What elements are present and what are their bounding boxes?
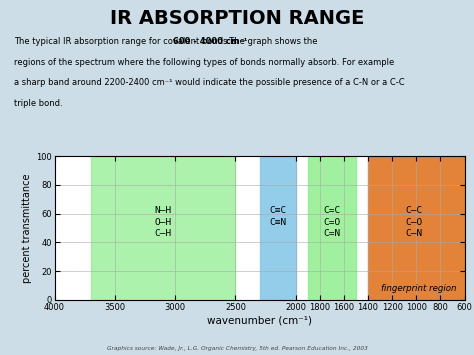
Text: C—C: C—C xyxy=(405,206,422,215)
Bar xyxy=(259,156,296,300)
Text: C≡C: C≡C xyxy=(269,206,286,215)
Text: triple bond.: triple bond. xyxy=(14,99,63,108)
Text: N—H: N—H xyxy=(155,206,172,215)
X-axis label: wavenumber (cm⁻¹): wavenumber (cm⁻¹) xyxy=(207,316,312,326)
Text: C≡N: C≡N xyxy=(269,218,286,227)
Text: C=N: C=N xyxy=(323,229,340,238)
Text: C—N: C—N xyxy=(405,229,422,238)
Text: C—O: C—O xyxy=(405,218,422,227)
Text: fingerprint region: fingerprint region xyxy=(381,284,456,293)
Bar xyxy=(368,156,465,300)
Text: O—H: O—H xyxy=(155,218,172,227)
Text: The typical IR absorption range for covalent bonds is: The typical IR absorption range for cova… xyxy=(14,37,240,46)
Text: C=O: C=O xyxy=(323,218,340,227)
Bar xyxy=(308,156,356,300)
Text: . The graph shows the: . The graph shows the xyxy=(224,37,318,46)
Y-axis label: percent transmittance: percent transmittance xyxy=(22,173,32,283)
Text: a sharp band around 2200-2400 cm⁻¹ would indicate the possible presence of a C-N: a sharp band around 2200-2400 cm⁻¹ would… xyxy=(14,78,405,87)
Text: C=C: C=C xyxy=(323,206,340,215)
Text: IR ABSORPTION RANGE: IR ABSORPTION RANGE xyxy=(110,9,364,28)
Text: 600 - 4000 cm⁻¹: 600 - 4000 cm⁻¹ xyxy=(173,37,247,46)
Bar xyxy=(91,156,236,300)
Text: regions of the spectrum where the following types of bonds normally absorb. For : regions of the spectrum where the follow… xyxy=(14,58,394,67)
Text: C—H: C—H xyxy=(155,229,172,238)
Text: Graphics source: Wade, Jr., L.G. Organic Chemistry, 5th ed. Pearson Education In: Graphics source: Wade, Jr., L.G. Organic… xyxy=(107,346,367,351)
